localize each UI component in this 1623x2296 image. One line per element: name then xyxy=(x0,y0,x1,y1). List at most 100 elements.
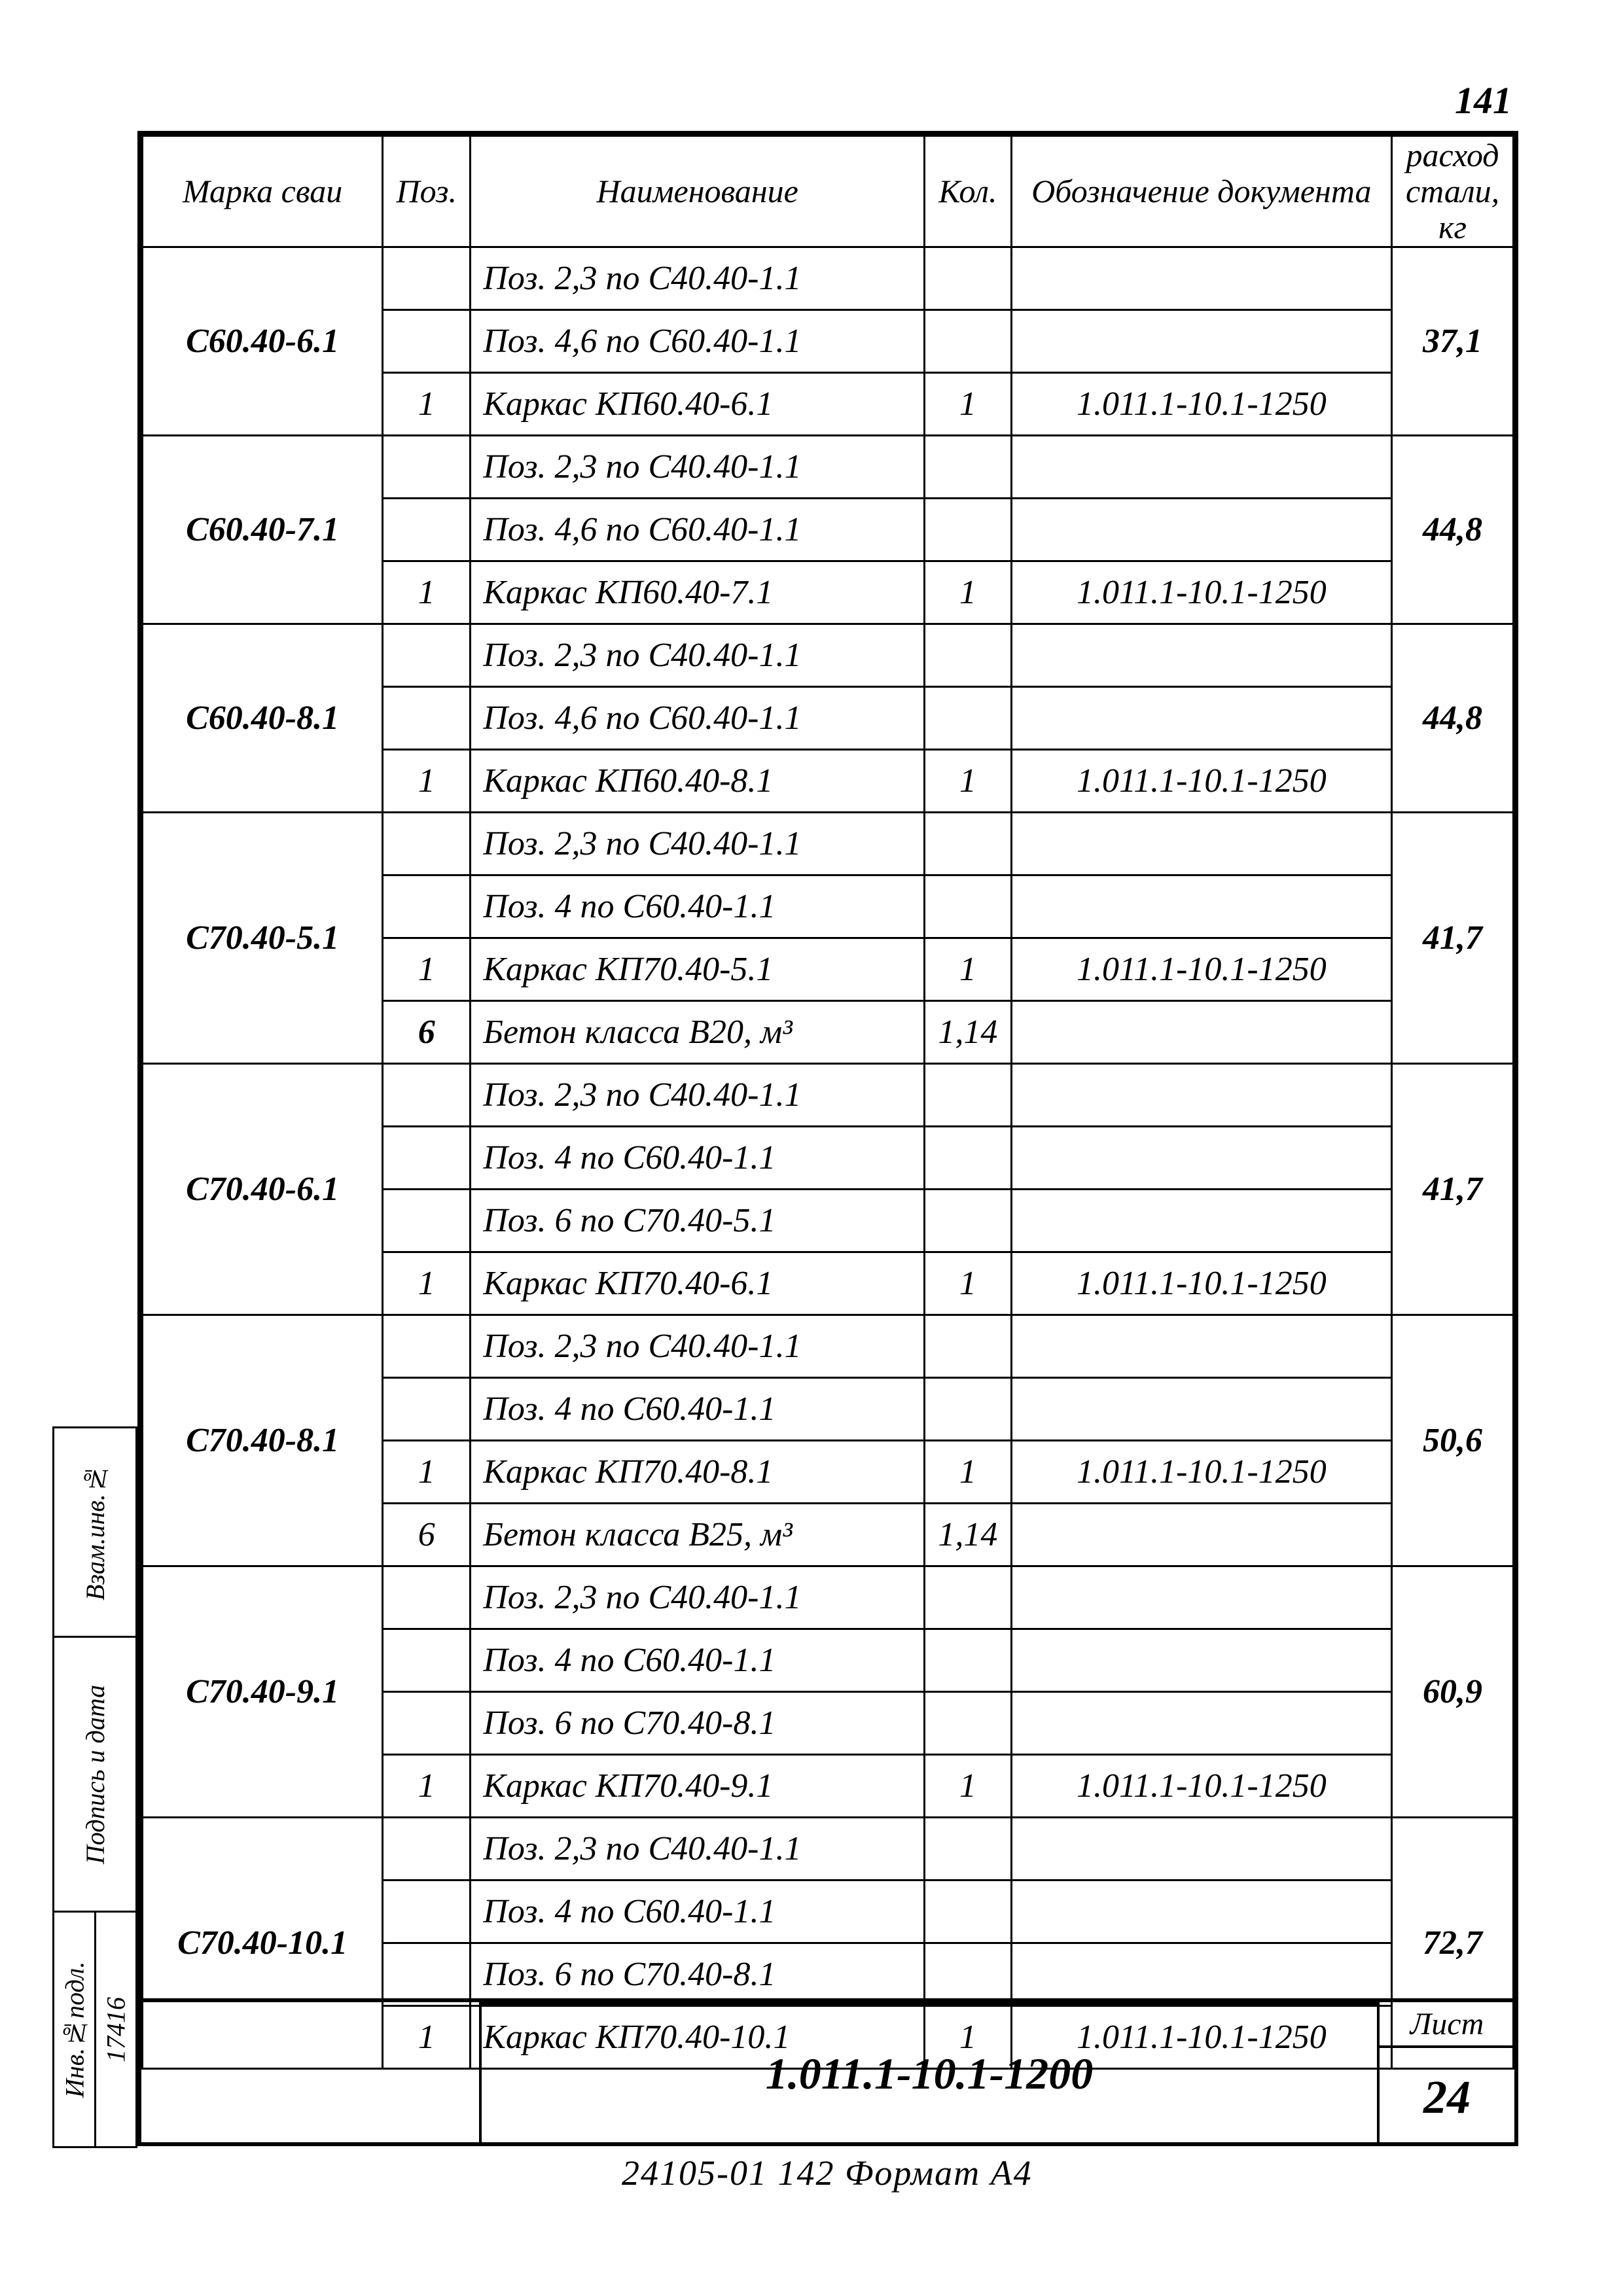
cell-qty xyxy=(925,247,1012,310)
sheet-label: Лист xyxy=(1380,2002,1514,2048)
cell-pos xyxy=(383,1692,471,1755)
specification-table: Марка сваи Поз. Наименование Кол. Обозна… xyxy=(141,135,1514,2070)
cell-pos xyxy=(383,1064,471,1127)
cell-name: Поз. 6 по С70.40-8.1 xyxy=(471,1692,925,1755)
title-block-sheet: Лист 24 xyxy=(1377,2002,1514,2142)
cell-qty: 1 xyxy=(925,1755,1012,1818)
cell-qty xyxy=(925,499,1012,561)
cell-doc xyxy=(1011,1064,1391,1127)
side-stamp: Взам.инв.№ Подпись и дата Инв.№подл. 174… xyxy=(52,1426,137,2148)
cell-doc xyxy=(1011,1818,1391,1881)
cell-pos: 6 xyxy=(383,1001,471,1064)
cell-pos xyxy=(383,1881,471,1943)
cell-doc xyxy=(1011,247,1391,310)
table-row: С70.40-8.1Поз. 2,3 по С40.40-1.150,6 xyxy=(143,1315,1514,1378)
cell-qty xyxy=(925,1881,1012,1943)
cell-qty: 1 xyxy=(925,1252,1012,1315)
cell-steel: 41,7 xyxy=(1392,1064,1514,1315)
cell-name: Поз. 2,3 по С40.40-1.1 xyxy=(471,1315,925,1378)
cell-qty xyxy=(925,1127,1012,1190)
cell-pos: 1 xyxy=(383,750,471,813)
table-row: С60.40-7.1Поз. 2,3 по С40.40-1.144,8 xyxy=(143,436,1514,499)
cell-name: Каркас КП70.40-8.1 xyxy=(471,1441,925,1504)
cell-pos xyxy=(383,624,471,687)
cell-doc xyxy=(1011,436,1391,499)
side-inv-orig-value: 17416 xyxy=(95,1912,137,2147)
cell-qty: 1,14 xyxy=(925,1001,1012,1064)
cell-doc xyxy=(1011,687,1391,750)
cell-name: Поз. 6 по С70.40-5.1 xyxy=(471,1190,925,1252)
cell-name: Поз. 2,3 по С40.40-1.1 xyxy=(471,813,925,875)
drawing-designation: 1.011.1-10.1-1200 xyxy=(482,2002,1377,2142)
cell-name: Поз. 4 по С60.40-1.1 xyxy=(471,1378,925,1441)
cell-doc: 1.011.1-10.1-1250 xyxy=(1011,561,1391,624)
cell-doc xyxy=(1011,1190,1391,1252)
cell-pos xyxy=(383,1629,471,1692)
cell-name: Поз. 4,6 по С60.40-1.1 xyxy=(471,499,925,561)
cell-pos: 1 xyxy=(383,1441,471,1504)
cell-name: Бетон класса В25, м³ xyxy=(471,1504,925,1566)
cell-steel: 60,9 xyxy=(1392,1566,1514,1818)
cell-pos: 1 xyxy=(383,561,471,624)
sheet-number: 24 xyxy=(1380,2048,1514,2146)
header-name: Наименование xyxy=(471,136,925,247)
header-pos: Поз. xyxy=(383,136,471,247)
cell-doc xyxy=(1011,1566,1391,1629)
cell-pos xyxy=(383,1378,471,1441)
cell-doc: 1.011.1-10.1-1250 xyxy=(1011,1441,1391,1504)
cell-qty xyxy=(925,875,1012,938)
cell-qty: 1 xyxy=(925,938,1012,1001)
cell-pos xyxy=(383,1315,471,1378)
cell-qty xyxy=(925,1629,1012,1692)
cell-name: Каркас КП70.40-9.1 xyxy=(471,1755,925,1818)
page: 141 Взам.инв.№ Подпись и дата Инв.№подл.… xyxy=(0,0,1623,2296)
table-row: С60.40-8.1Поз. 2,3 по С40.40-1.144,8 xyxy=(143,624,1514,687)
cell-pos xyxy=(383,310,471,373)
header-qty: Кол. xyxy=(925,136,1012,247)
cell-mark: С70.40-5.1 xyxy=(143,813,383,1064)
cell-pos: 1 xyxy=(383,373,471,436)
cell-doc: 1.011.1-10.1-1250 xyxy=(1011,938,1391,1001)
cell-qty xyxy=(925,1190,1012,1252)
side-replace-inv: Взам.инв.№ xyxy=(54,1428,137,1637)
cell-qty xyxy=(925,1064,1012,1127)
cell-name: Бетон класса В20, м³ xyxy=(471,1001,925,1064)
cell-doc xyxy=(1011,1881,1391,1943)
cell-doc xyxy=(1011,875,1391,938)
cell-name: Каркас КП70.40-5.1 xyxy=(471,938,925,1001)
cell-qty xyxy=(925,1943,1012,2006)
cell-qty: 1 xyxy=(925,373,1012,436)
cell-doc: 1.011.1-10.1-1250 xyxy=(1011,750,1391,813)
cell-pos xyxy=(383,687,471,750)
cell-doc: 1.011.1-10.1-1250 xyxy=(1011,1755,1391,1818)
cell-name: Поз. 4 по С60.40-1.1 xyxy=(471,875,925,938)
table-row: С70.40-10.1Поз. 2,3 по С40.40-1.172,7 xyxy=(143,1818,1514,1881)
page-number: 141 xyxy=(1455,79,1512,122)
cell-mark: С60.40-8.1 xyxy=(143,624,383,813)
cell-doc xyxy=(1011,1943,1391,2006)
cell-mark: С70.40-8.1 xyxy=(143,1315,383,1566)
cell-steel: 44,8 xyxy=(1392,436,1514,624)
drawing-frame: Марка сваи Поз. Наименование Кол. Обозна… xyxy=(137,131,1518,2146)
cell-qty xyxy=(925,687,1012,750)
cell-qty: 1,14 xyxy=(925,1504,1012,1566)
cell-pos xyxy=(383,499,471,561)
cell-pos xyxy=(383,1818,471,1881)
cell-pos xyxy=(383,875,471,938)
title-block: 1.011.1-10.1-1200 Лист 24 xyxy=(141,1998,1514,2142)
header-steel: расход стали, кг xyxy=(1392,136,1514,247)
cell-name: Каркас КП60.40-8.1 xyxy=(471,750,925,813)
cell-doc xyxy=(1011,1315,1391,1378)
cell-name: Каркас КП60.40-7.1 xyxy=(471,561,925,624)
cell-qty xyxy=(925,1818,1012,1881)
cell-mark: С60.40-7.1 xyxy=(143,436,383,624)
cell-doc xyxy=(1011,813,1391,875)
cell-pos xyxy=(383,1190,471,1252)
cell-doc xyxy=(1011,624,1391,687)
cell-name: Поз. 4,6 по С60.40-1.1 xyxy=(471,687,925,750)
cell-qty xyxy=(925,1692,1012,1755)
footer-text: 24105-01 142 Формат А4 xyxy=(622,2153,1033,2193)
cell-qty xyxy=(925,436,1012,499)
cell-doc xyxy=(1011,310,1391,373)
side-inv-orig-label: Инв.№подл. xyxy=(54,1912,96,2147)
